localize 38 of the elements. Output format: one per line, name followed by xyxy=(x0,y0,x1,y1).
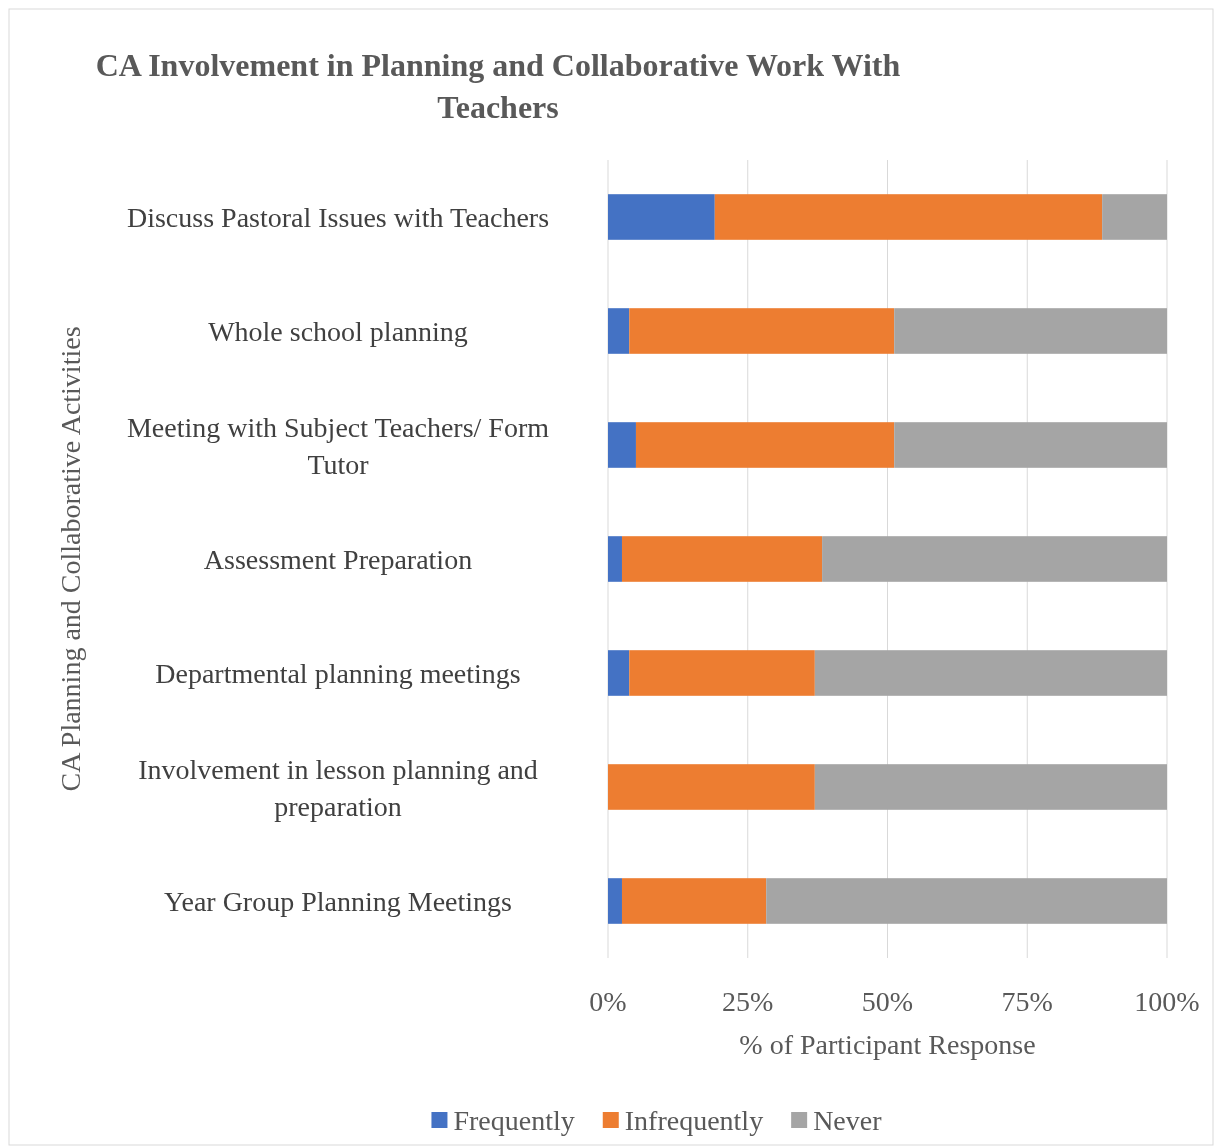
bar xyxy=(608,878,622,924)
y-axis-title: CA Planning and Collaborative Activities xyxy=(55,326,86,792)
legend-label: Frequently xyxy=(453,1105,575,1136)
x-tick-label: 75% xyxy=(1001,986,1053,1017)
y-tick-label: Whole school planning xyxy=(208,316,468,347)
bar xyxy=(608,650,630,696)
legend-label: Never xyxy=(813,1105,883,1136)
x-tick-label: 25% xyxy=(722,986,774,1017)
y-tick-label: Departmental planning meetings xyxy=(155,658,521,689)
bar xyxy=(814,650,1167,696)
x-tick-label: 50% xyxy=(861,986,914,1017)
bar xyxy=(766,878,1167,924)
y-tick-label: Meeting with Subject Teachers/ Form Tutor xyxy=(126,411,550,480)
bar xyxy=(629,308,895,354)
x-tick-label: 100% xyxy=(1134,986,1200,1017)
x-tick-label: 0% xyxy=(589,986,627,1017)
legend-label: Infrequently xyxy=(624,1105,764,1136)
bar xyxy=(608,536,622,582)
bar xyxy=(894,422,1167,468)
x-axis-title: % of Participant Response xyxy=(739,1029,1036,1060)
bar xyxy=(822,536,1167,582)
y-tick-label: Discuss Pastoral Issues with Teachers xyxy=(126,202,550,233)
y-tick-label: Involvement in lesson planning and preparation xyxy=(138,753,538,822)
bar xyxy=(1102,194,1167,240)
y-tick-label: Assessment Preparation xyxy=(203,544,473,575)
bar xyxy=(608,308,630,354)
bar xyxy=(608,422,636,468)
bar xyxy=(635,422,895,468)
bar xyxy=(629,650,815,696)
bar xyxy=(814,764,1167,810)
bar xyxy=(621,878,767,924)
bar xyxy=(621,536,823,582)
bar xyxy=(894,308,1167,354)
y-tick-label: Year Group Planning Meetings xyxy=(164,886,512,917)
bar xyxy=(608,764,815,810)
bar xyxy=(714,194,1103,240)
bar xyxy=(608,194,715,240)
chart-title: CA Involvement in Planning and Collaborative Work With Teachers xyxy=(95,47,901,125)
